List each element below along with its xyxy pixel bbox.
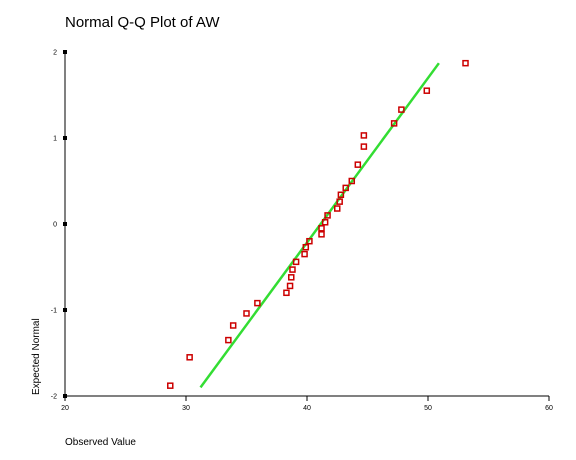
data-point [390,120,398,127]
x-axis-label: Observed Value [65,437,136,448]
data-point [289,266,296,273]
data-point [288,274,295,281]
y-tick-mark [63,136,67,140]
y-tick-mark [63,222,67,226]
y-axis-label: Expected Normal [31,318,42,395]
data-points [167,59,469,389]
data-point [336,198,343,205]
data-point [348,177,356,185]
data-point [318,231,325,238]
data-point [360,132,368,139]
data-point [318,225,325,232]
data-point [423,87,431,94]
data-point [342,184,349,192]
data-point [243,310,250,317]
data-point [167,382,174,389]
y-tick-mark [63,308,67,312]
data-point [292,258,300,266]
y-tick-label: 0 [53,222,57,229]
x-tick-label: 20 [61,405,69,412]
x-tick-label: 60 [545,405,553,412]
y-tick-mark [63,50,67,54]
data-point [286,282,294,290]
y-tick-label: 1 [53,136,57,143]
data-point [301,250,308,258]
axes [64,52,549,397]
data-point [254,299,261,307]
data-point [306,237,313,245]
data-point [462,59,469,67]
x-tick-label: 50 [424,405,432,412]
data-point [354,161,362,168]
data-point [186,354,193,361]
y-tick-label: 2 [53,50,57,57]
data-point [283,289,290,297]
chart-title: Normal Q-Q Plot of AW [65,14,220,31]
data-point [302,243,310,251]
data-point [229,322,237,329]
x-axis-ticks: 20 30 40 50 60 [61,396,553,412]
data-point [398,106,405,113]
y-tick-label: -2 [51,394,57,401]
data-point [321,219,329,226]
data-point [225,336,232,344]
data-point [324,212,331,219]
data-point [360,143,368,150]
data-point [337,191,345,199]
y-tick-label: -1 [51,308,57,315]
data-point [334,205,341,212]
x-tick-label: 30 [182,405,190,412]
x-tick-label: 40 [303,405,311,412]
